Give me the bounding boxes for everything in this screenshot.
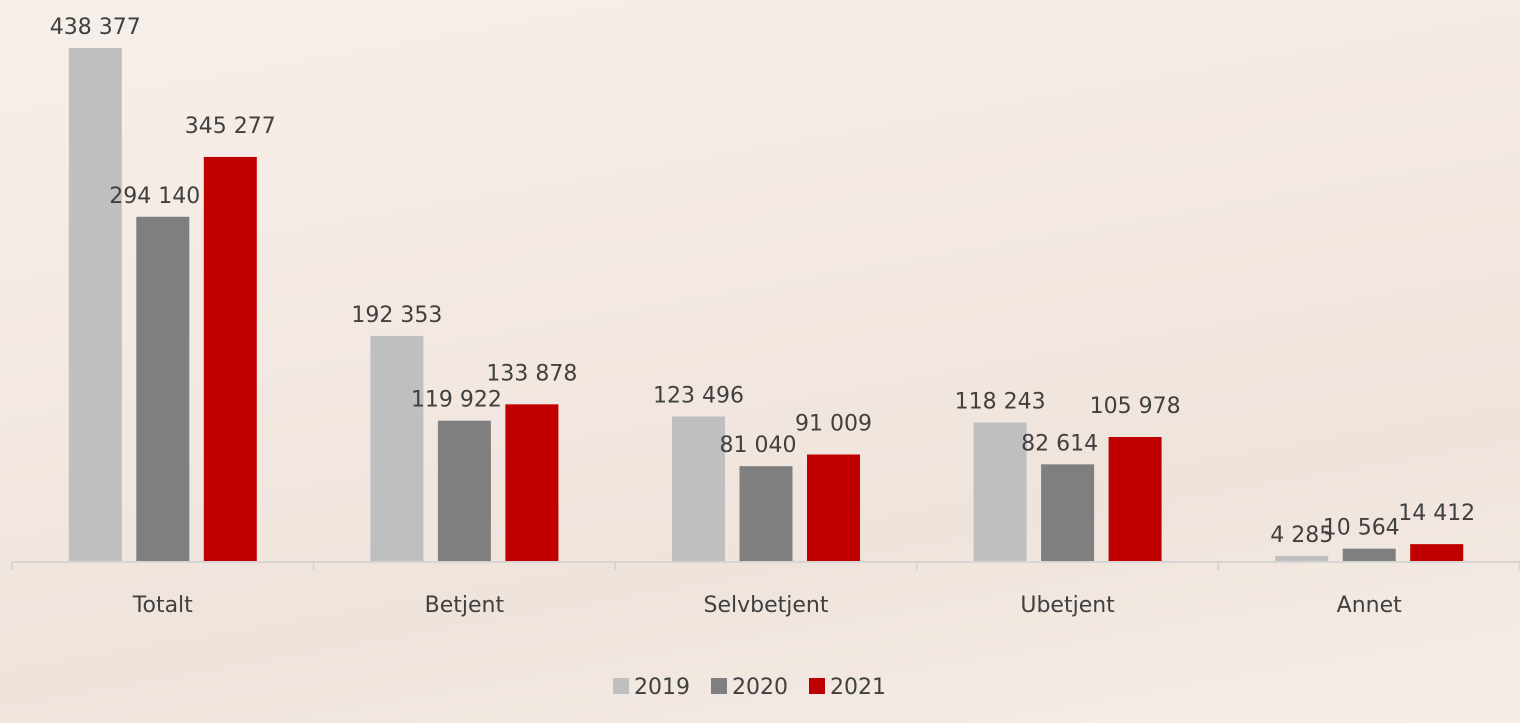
bar <box>1041 464 1095 561</box>
data-label: 133 878 <box>486 361 577 386</box>
x-tick-label: Selvbetjent <box>704 593 829 618</box>
bar <box>505 404 559 561</box>
data-label: 119 922 <box>411 388 502 413</box>
bar <box>68 48 122 562</box>
x-tick-label: Annet <box>1337 593 1402 618</box>
bar <box>203 156 257 561</box>
data-label: 105 978 <box>1090 394 1181 419</box>
data-label: 14 412 <box>1398 501 1475 526</box>
bar <box>1275 555 1329 561</box>
legend-swatch <box>809 678 825 694</box>
bar <box>1108 436 1162 561</box>
data-label: 118 243 <box>955 390 1046 415</box>
data-label: 294 140 <box>109 184 200 209</box>
legend-swatch <box>613 678 629 694</box>
x-tick-label: Betjent <box>425 593 505 618</box>
data-label: 345 277 <box>185 114 276 139</box>
bar <box>807 454 860 561</box>
data-label: 192 353 <box>351 303 442 328</box>
legend-label: 2021 <box>830 675 886 700</box>
data-label: 81 040 <box>720 433 797 458</box>
bar <box>973 422 1027 561</box>
bar <box>437 420 491 561</box>
bar <box>136 216 190 561</box>
bar <box>370 335 424 561</box>
data-label: 123 496 <box>653 383 744 408</box>
data-label: 82 614 <box>1021 431 1098 456</box>
bar <box>1410 544 1464 561</box>
data-label: 10 564 <box>1323 516 1400 541</box>
bar <box>739 466 793 561</box>
legend-label: 2019 <box>634 675 690 700</box>
data-label: 91 009 <box>795 411 872 436</box>
bar <box>672 416 725 561</box>
legend-swatch <box>711 678 727 694</box>
x-tick-label: Totalt <box>132 593 193 618</box>
x-tick-label: Ubetjent <box>1020 593 1115 618</box>
legend-label: 2020 <box>732 675 788 700</box>
data-label: 4 285 <box>1270 523 1333 548</box>
data-label: 438 377 <box>50 15 141 40</box>
bar <box>1342 548 1396 561</box>
